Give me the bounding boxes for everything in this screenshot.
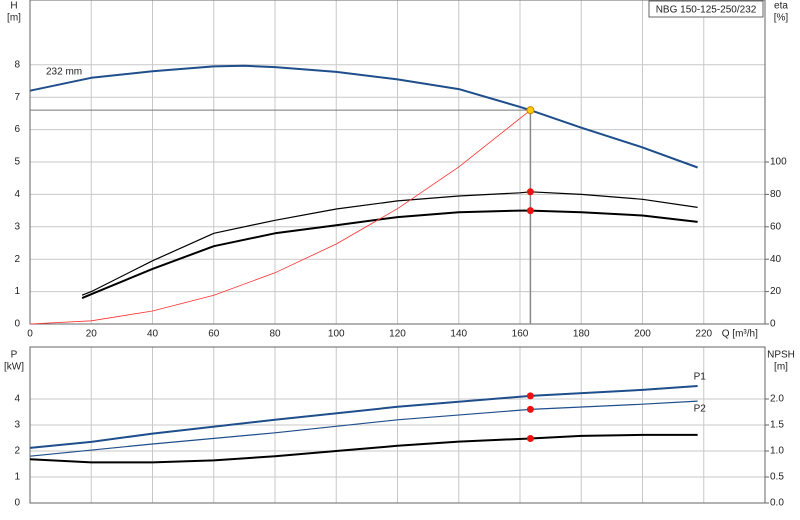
- curve: [29, 385, 698, 449]
- x-tick-label: 220: [695, 329, 712, 340]
- x-tick-label: 40: [147, 329, 159, 340]
- y2-tick-label: 100: [770, 157, 787, 168]
- x-tick-label: 0: [27, 329, 33, 340]
- y-axis-label: P: [11, 350, 18, 361]
- y-tick-label: 5: [14, 157, 20, 168]
- curve: [81, 191, 698, 296]
- y-tick-label: 0: [14, 498, 20, 509]
- y2-axis-unit: [%]: [774, 13, 789, 24]
- y-tick-label: 1: [14, 286, 20, 297]
- curve: [29, 64, 698, 169]
- y-tick-label: 4: [14, 189, 20, 200]
- operating-point: [526, 405, 534, 413]
- y-axis-unit: [m]: [7, 13, 21, 24]
- y-axis-label: H: [10, 1, 17, 12]
- operating-point: [526, 435, 534, 443]
- y-tick-label: 7: [14, 92, 20, 103]
- y2-tick-label: 60: [770, 221, 782, 232]
- curve-annotation: 232 mm: [46, 66, 82, 77]
- x-axis-label: Q [m³/h]: [722, 329, 758, 340]
- plot-frame: [29, 0, 766, 325]
- operating-point: [526, 207, 534, 215]
- y2-tick-label: 40: [770, 254, 782, 265]
- y-tick-label: 3: [14, 221, 20, 232]
- curve: [29, 400, 698, 457]
- operating-point: [526, 392, 534, 400]
- curve: [29, 433, 698, 464]
- operating-point: [526, 106, 535, 115]
- y-tick-label: 3: [14, 420, 20, 431]
- chart-title: NBG 150-125-250/232: [656, 5, 757, 16]
- x-tick-label: 180: [573, 329, 590, 340]
- y-axis-unit: [kW]: [4, 362, 24, 373]
- curve: [29, 109, 531, 325]
- y2-tick-label: 1.0: [770, 446, 784, 457]
- y2-tick-label: 0.0: [770, 498, 784, 509]
- x-tick-label: 80: [269, 329, 281, 340]
- x-tick-label: 200: [634, 329, 651, 340]
- series-label: P2: [694, 404, 707, 415]
- x-tick-label: 160: [512, 329, 529, 340]
- y-tick-label: 0: [14, 319, 20, 330]
- plot-frame: [29, 346, 766, 504]
- x-tick-label: 60: [208, 329, 220, 340]
- y2-tick-label: 20: [770, 286, 782, 297]
- x-tick-label: 20: [86, 329, 98, 340]
- y-tick-label: 8: [14, 59, 20, 70]
- title-box: [648, 0, 764, 18]
- y2-axis-label: eta: [774, 1, 788, 12]
- operating-point: [526, 188, 534, 196]
- y2-axis-unit: [m]: [774, 362, 788, 373]
- series-label: P1: [694, 372, 707, 383]
- y2-tick-label: 80: [770, 189, 782, 200]
- y2-tick-label: 2.0: [770, 394, 784, 405]
- x-tick-label: 100: [328, 329, 345, 340]
- curve: [81, 209, 698, 300]
- x-tick-label: 120: [389, 329, 406, 340]
- y-tick-label: 2: [14, 254, 20, 265]
- y2-tick-label: 0: [770, 319, 776, 330]
- x-tick-label: 140: [450, 329, 467, 340]
- y-tick-label: 6: [14, 124, 20, 135]
- y-tick-label: 4: [14, 394, 20, 405]
- y2-tick-label: 1.5: [770, 420, 784, 431]
- y2-tick-label: 0.5: [770, 472, 784, 483]
- y2-axis-label: NPSH: [767, 350, 795, 361]
- y-tick-label: 2: [14, 446, 20, 457]
- y-tick-label: 1: [14, 472, 20, 483]
